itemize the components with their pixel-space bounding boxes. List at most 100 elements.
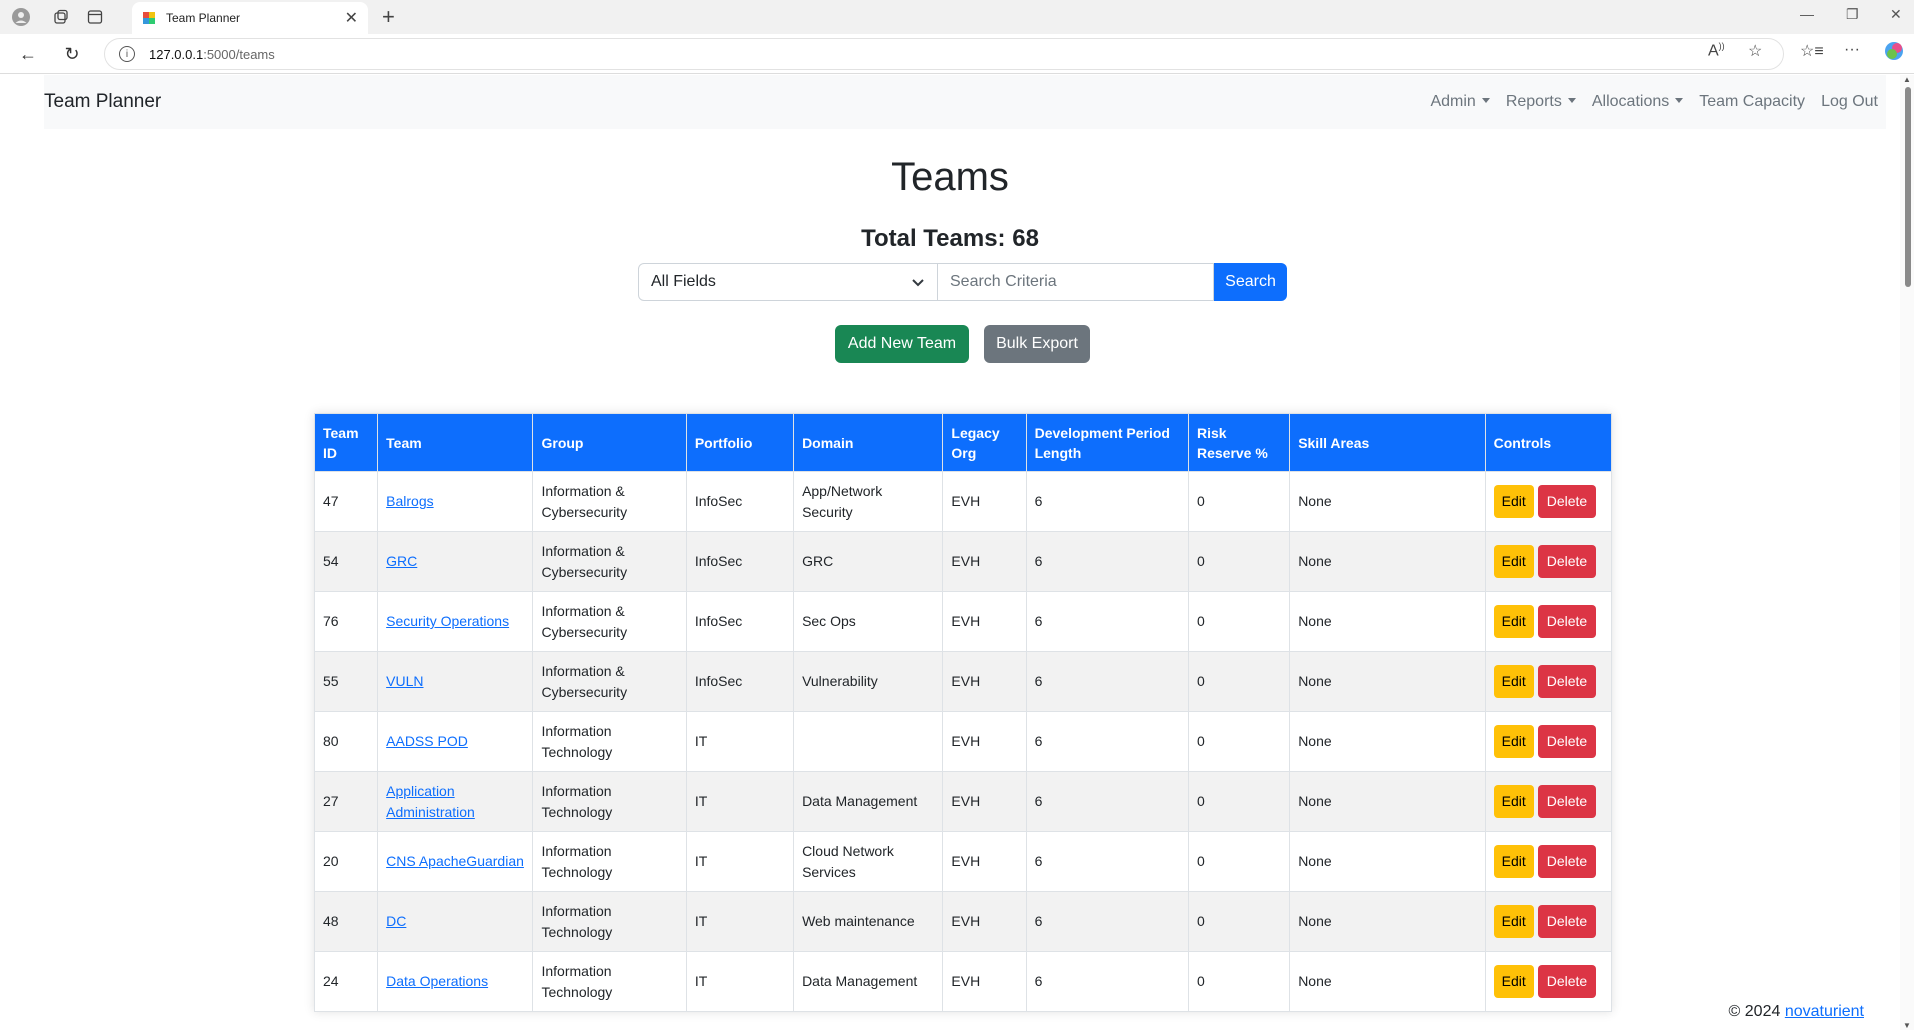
read-aloud-icon[interactable]: A)) (1708, 41, 1725, 60)
table-row: 80 AADSS POD Information Technology IT EVH 6 0… (313, 711, 1613, 772)
nav-team-capacity[interactable]: Team Capacity (1699, 93, 1806, 110)
cell-group: Information & Cybersecurity (532, 651, 687, 712)
nav-log-out[interactable]: Log Out (1821, 93, 1878, 110)
cell-domain: Cloud Network Services (793, 831, 944, 892)
col-risk-reserve[interactable]: Risk Reserve % (1187, 413, 1291, 472)
edit-button[interactable]: Edit (1493, 905, 1534, 938)
col-team-id[interactable]: Team ID (313, 413, 379, 472)
cell-group: Information Technology (532, 831, 687, 892)
cell-domain: Sec Ops (793, 591, 944, 652)
delete-button[interactable]: Delete (1537, 545, 1597, 578)
col-domain[interactable]: Domain (793, 413, 944, 472)
delete-button[interactable]: Delete (1537, 605, 1597, 638)
edit-button[interactable]: Edit (1493, 965, 1534, 998)
cell-domain: GRC (793, 531, 944, 592)
minimize-icon[interactable]: — (1800, 6, 1814, 22)
cell-group: Information Technology (532, 711, 687, 772)
cell-dev: 6 (1025, 831, 1189, 892)
profile-icon[interactable] (10, 6, 32, 28)
col-group[interactable]: Group (532, 413, 687, 472)
cell-dev: 6 (1025, 711, 1189, 772)
footer: © 2024 novaturient (1729, 1003, 1864, 1021)
team-link[interactable]: Application Administration (386, 782, 475, 820)
delete-button[interactable]: Delete (1537, 965, 1597, 998)
nav-allocations-dropdown[interactable]: Allocations (1592, 93, 1683, 111)
cell-risk: 0 (1187, 951, 1291, 1012)
cell-controls: Edit Delete (1484, 831, 1613, 892)
edit-button[interactable]: Edit (1493, 605, 1534, 638)
cell-domain: Vulnerability (793, 651, 944, 712)
bulk-export-button[interactable]: Bulk Export (984, 325, 1090, 363)
edit-button[interactable]: Edit (1493, 665, 1534, 698)
cell-domain: App/Network Security (793, 471, 944, 532)
favorites-list-icon[interactable]: ☆≡ (1800, 43, 1824, 60)
col-legacy-org[interactable]: Legacy Org (942, 413, 1027, 472)
delete-button[interactable]: Delete (1537, 725, 1597, 758)
new-tab-icon[interactable]: + (382, 4, 395, 29)
cell-legacy: EVH (942, 891, 1027, 952)
edit-button[interactable]: Edit (1493, 485, 1534, 518)
search-field-value: All Fields (651, 273, 716, 290)
team-link[interactable]: CNS ApacheGuardian (386, 853, 524, 869)
footer-link[interactable]: novaturient (1784, 1003, 1864, 1020)
tab-actions-icon[interactable] (84, 6, 106, 28)
delete-button[interactable]: Delete (1537, 785, 1597, 818)
cell-skills: None (1289, 771, 1486, 832)
team-link[interactable]: DC (386, 913, 407, 929)
site-info-icon[interactable]: i (119, 46, 135, 62)
edit-button[interactable]: Edit (1493, 845, 1534, 878)
cell-controls: Edit Delete (1484, 951, 1613, 1012)
close-tab-icon[interactable]: ✕ (344, 10, 358, 27)
reload-icon[interactable]: ↻ (64, 43, 80, 64)
cell-group: Information Technology (532, 891, 687, 952)
browser-tab[interactable]: Team Planner ✕ (132, 2, 368, 34)
edit-button[interactable]: Edit (1493, 785, 1534, 818)
cell-risk: 0 (1187, 591, 1291, 652)
url-field[interactable]: i 127.0.0.1:5000/teams (104, 38, 1784, 70)
col-skill-areas[interactable]: Skill Areas (1289, 413, 1486, 472)
more-menu-icon[interactable]: ··· (1844, 41, 1860, 58)
cell-id: 80 (313, 711, 379, 772)
cell-team: CNS ApacheGuardian (377, 831, 534, 892)
team-link[interactable]: GRC (386, 553, 418, 569)
page-scrollbar[interactable]: ▲ ▼ (1900, 75, 1914, 1030)
delete-button[interactable]: Delete (1537, 845, 1597, 878)
nav-reports-dropdown[interactable]: Reports (1506, 93, 1576, 111)
cell-portfolio: InfoSec (685, 471, 795, 532)
scroll-down-icon[interactable]: ▼ (1903, 1021, 1911, 1030)
nav-admin-dropdown[interactable]: Admin (1430, 93, 1489, 111)
copilot-icon[interactable] (1884, 41, 1904, 66)
close-window-icon[interactable]: ✕ (1890, 6, 1902, 22)
team-link[interactable]: Balrogs (386, 493, 434, 509)
team-link[interactable]: Data Operations (386, 973, 489, 989)
delete-button[interactable]: Delete (1537, 485, 1597, 518)
scroll-up-icon[interactable]: ▲ (1903, 75, 1911, 84)
edit-button[interactable]: Edit (1493, 725, 1534, 758)
scrollbar-thumb[interactable] (1905, 87, 1911, 287)
team-link[interactable]: Security Operations (386, 613, 510, 629)
search-button[interactable]: Search (1214, 263, 1287, 301)
edit-button[interactable]: Edit (1493, 545, 1534, 578)
delete-button[interactable]: Delete (1537, 905, 1597, 938)
col-portfolio[interactable]: Portfolio (685, 413, 795, 472)
delete-button[interactable]: Delete (1537, 665, 1597, 698)
search-field-select[interactable]: All Fields (638, 263, 938, 301)
add-new-team-button[interactable]: Add New Team (835, 325, 969, 363)
workspaces-icon[interactable] (50, 6, 72, 28)
search-input[interactable] (938, 263, 1214, 301)
navbar-brand[interactable]: Team Planner (44, 91, 162, 112)
team-link[interactable]: AADSS POD (386, 733, 468, 749)
search-form: All Fields Search (638, 263, 1287, 301)
restore-icon[interactable]: ❐ (1846, 6, 1859, 22)
favorite-star-icon[interactable]: ☆ (1748, 43, 1763, 60)
col-team[interactable]: Team (377, 413, 534, 472)
navbar-links: Admin Reports Allocations Team Capacity … (1430, 93, 1878, 111)
team-planner-favicon (143, 12, 155, 24)
cell-legacy: EVH (942, 771, 1027, 832)
table-row: 54 GRC Information & Cybersecurity InfoSec G… (313, 531, 1613, 592)
col-dev-period[interactable]: Development Period Length (1025, 413, 1189, 472)
browser-address-bar: ← ↻ i 127.0.0.1:5000/teams A)) ☆ ☆≡ ··· (0, 34, 1914, 74)
cell-skills: None (1289, 891, 1486, 952)
team-link[interactable]: VULN (386, 673, 424, 689)
back-icon[interactable]: ← (19, 43, 37, 64)
